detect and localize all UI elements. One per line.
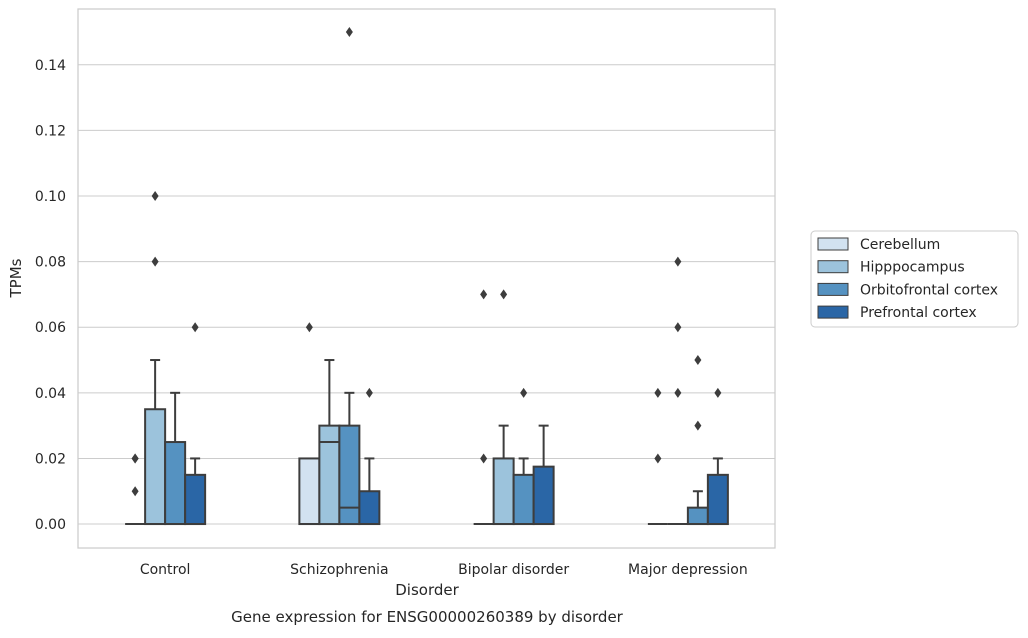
x-tick-label: Schizophrenia <box>290 562 388 578</box>
flier-point <box>694 355 702 366</box>
legend-swatch <box>817 260 849 274</box>
y-tick-label: 0.00 <box>35 517 66 533</box>
y-tick-label: 0.12 <box>35 123 66 139</box>
box-prefrontal-cortex <box>706 457 729 526</box>
flier-point <box>365 387 373 398</box>
box-orbitofrontal-cortex <box>164 391 187 526</box>
flier-point <box>500 289 508 300</box>
legend-label: Cerebellum <box>860 237 940 253</box>
flier-point <box>131 486 139 497</box>
legend-items: Cerebellum Hipppocampus Orbitofrontal cort… <box>817 237 998 321</box>
chart-title: Gene expression for ENSG00000260389 by d… <box>231 608 624 626</box>
box-body <box>144 408 167 526</box>
legend-label: Hipppocampus <box>860 260 965 276</box>
flier-point <box>191 322 199 333</box>
x-tick-labels: Control Schizophrenia Bipolar disorder Majo… <box>140 562 748 578</box>
y-tick-label: 0.06 <box>35 320 66 336</box>
x-tick-label: Bipolar disorder <box>458 562 569 578</box>
box-layer <box>125 359 729 526</box>
box-body <box>358 490 381 526</box>
y-axis-label: TPMs <box>7 258 25 298</box>
x-tick-label: Control <box>140 562 191 578</box>
legend-frame <box>810 230 1019 328</box>
box-body <box>184 473 207 526</box>
box-body <box>686 506 709 526</box>
flier-point <box>131 453 139 464</box>
box-body <box>298 457 321 526</box>
flier-point <box>520 387 528 398</box>
box-cerebellum <box>298 457 321 526</box>
y-tick-labels: 0.00 0.02 0.04 0.06 0.08 0.10 0.12 0.14 <box>35 58 66 533</box>
flier-point <box>305 322 313 333</box>
legend-swatch <box>817 282 849 296</box>
box-body <box>492 457 515 526</box>
flier-point <box>674 322 682 333</box>
y-tick-label: 0.10 <box>35 189 66 205</box>
legend-swatch <box>817 237 849 251</box>
box-hipppocampus <box>318 359 341 526</box>
flier-point <box>480 289 488 300</box>
box-body <box>512 473 535 526</box>
legend: Cerebellum Hipppocampus Orbitofrontal cort… <box>810 230 1019 328</box>
y-tick-label: 0.02 <box>35 451 66 467</box>
flier-point <box>714 387 722 398</box>
box-body <box>164 441 187 526</box>
legend-label: Orbitofrontal cortex <box>860 282 998 298</box>
flier-point <box>674 387 682 398</box>
flier-point <box>674 256 682 267</box>
legend-swatch <box>817 305 849 319</box>
box-hipppocampus <box>492 424 515 526</box>
box-body <box>532 465 555 526</box>
flier-point <box>694 420 702 431</box>
y-tick-label: 0.04 <box>35 386 66 402</box>
box-prefrontal-cortex <box>532 424 555 526</box>
box-hipppocampus <box>144 359 167 526</box>
flier-point <box>151 256 159 267</box>
box-orbitofrontal-cortex <box>686 490 709 526</box>
legend-label: Prefrontal cortex <box>860 305 977 321</box>
flier-point <box>151 190 159 201</box>
y-tick-label: 0.08 <box>35 255 66 271</box>
plot-frame <box>77 8 776 549</box>
flier-layer <box>131 26 722 497</box>
box-prefrontal-cortex <box>184 457 207 526</box>
y-tick-label: 0.14 <box>35 58 66 74</box>
flier-point <box>345 26 353 37</box>
box-body <box>706 473 729 526</box>
x-axis-label: Disorder <box>395 581 459 599</box>
flier-point <box>654 453 662 464</box>
box-prefrontal-cortex <box>358 457 381 526</box>
x-tick-label: Major depression <box>628 562 748 578</box>
box-body <box>318 424 341 526</box>
box-orbitofrontal-cortex <box>338 391 361 526</box>
box-orbitofrontal-cortex <box>512 457 535 526</box>
box-body <box>338 424 361 526</box>
flier-point <box>654 387 662 398</box>
flier-point <box>480 453 488 464</box>
